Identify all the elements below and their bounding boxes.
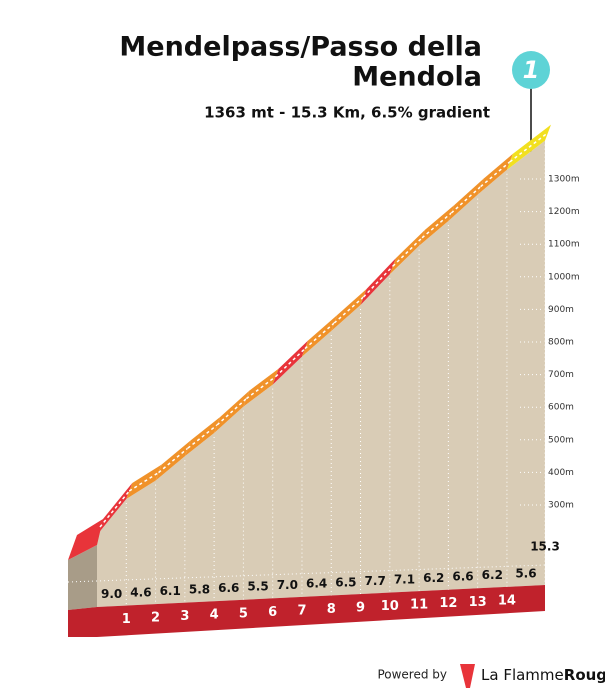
y-tick-label: 400m xyxy=(548,468,574,478)
center-dash xyxy=(421,212,452,239)
km-label: 3 xyxy=(180,609,189,624)
gradient-label: 6.4 xyxy=(306,577,327,591)
gradient-label: 5.5 xyxy=(247,580,268,594)
gradient-label: 6.6 xyxy=(218,581,239,595)
km-label: 6 xyxy=(268,605,277,620)
badge-label: 1 xyxy=(523,56,540,84)
center-dash xyxy=(99,490,130,528)
gradient-label: 5.8 xyxy=(189,582,210,596)
y-tick-label: 700m xyxy=(548,370,574,380)
center-dash xyxy=(216,398,247,426)
gradient-label: 5.6 xyxy=(515,566,536,580)
center-dash xyxy=(333,296,365,324)
km-label: 5 xyxy=(239,606,248,621)
gradient-label: 4.6 xyxy=(130,585,151,599)
center-dash xyxy=(450,186,482,214)
km-label: 9 xyxy=(356,601,365,616)
ribbon-side xyxy=(68,519,103,560)
y-tick-label: 500m xyxy=(548,435,574,445)
terrain xyxy=(97,140,545,607)
y-tick-label: 1100m xyxy=(548,240,580,250)
powered-by: Powered by xyxy=(377,668,447,682)
gradient-segment xyxy=(97,483,133,535)
terrain-side xyxy=(68,545,97,610)
gradient-label: 7.1 xyxy=(394,572,415,586)
gradient-segment xyxy=(126,464,162,499)
center-dash xyxy=(362,265,394,298)
center-dash xyxy=(245,376,277,400)
center-dash xyxy=(187,424,218,449)
km-label: 1 xyxy=(122,612,131,627)
km-label: 12 xyxy=(439,596,457,611)
km-label: 8 xyxy=(327,602,336,617)
gradient-label: 9.0 xyxy=(101,587,122,601)
gradient-label: 6.1 xyxy=(160,584,181,598)
km-label: 4 xyxy=(210,608,219,623)
brand-name: La Flamme xyxy=(481,666,564,684)
summit-badge xyxy=(512,51,550,89)
brand-name-bold: Rouge xyxy=(564,666,605,684)
y-tick-label: 1300m xyxy=(548,175,580,185)
gradient-label: 7.0 xyxy=(277,578,298,592)
center-dash xyxy=(304,322,335,350)
center-dash xyxy=(275,348,306,378)
km-label: 14 xyxy=(498,593,516,608)
distance-total: 15.3 xyxy=(530,540,560,554)
center-dash xyxy=(480,161,511,188)
y-tick-label: 1000m xyxy=(548,272,580,282)
gradient-label: 7.7 xyxy=(365,574,386,588)
km-band xyxy=(68,585,545,637)
km-label: 13 xyxy=(469,595,487,610)
y-tick-label: 300m xyxy=(548,501,574,511)
y-tick-label: 800m xyxy=(548,338,574,348)
gradient-segment xyxy=(360,258,396,305)
plot: 300m400m500m600m700m800m900m1000m1100m12… xyxy=(67,124,580,637)
title-line: Mendola xyxy=(352,62,482,93)
gradient-label: 6.6 xyxy=(452,570,473,584)
km-label: 2 xyxy=(151,611,160,626)
gradient-segment xyxy=(506,124,551,170)
logo-icon xyxy=(460,664,475,688)
km-label: 11 xyxy=(410,598,428,613)
brand: La FlammeRouge xyxy=(481,666,605,684)
center-dash xyxy=(509,132,549,163)
y-tick-label: 600m xyxy=(548,403,574,413)
center-dash xyxy=(392,237,423,267)
gradient-label: 6.5 xyxy=(335,575,356,589)
y-tick-label: 900m xyxy=(548,305,574,315)
y-tick-label: 1200m xyxy=(548,207,580,217)
subtitle: 1363 mt - 15.3 Km, 6.5% gradient xyxy=(204,104,490,122)
title-line: Mendelpass/Passo della xyxy=(119,32,482,63)
gradient-label: 6.2 xyxy=(423,571,444,585)
gradient-label: 6.2 xyxy=(482,568,503,582)
km-label: 7 xyxy=(297,603,306,618)
km-label: 10 xyxy=(381,599,399,614)
center-dash xyxy=(158,447,189,474)
